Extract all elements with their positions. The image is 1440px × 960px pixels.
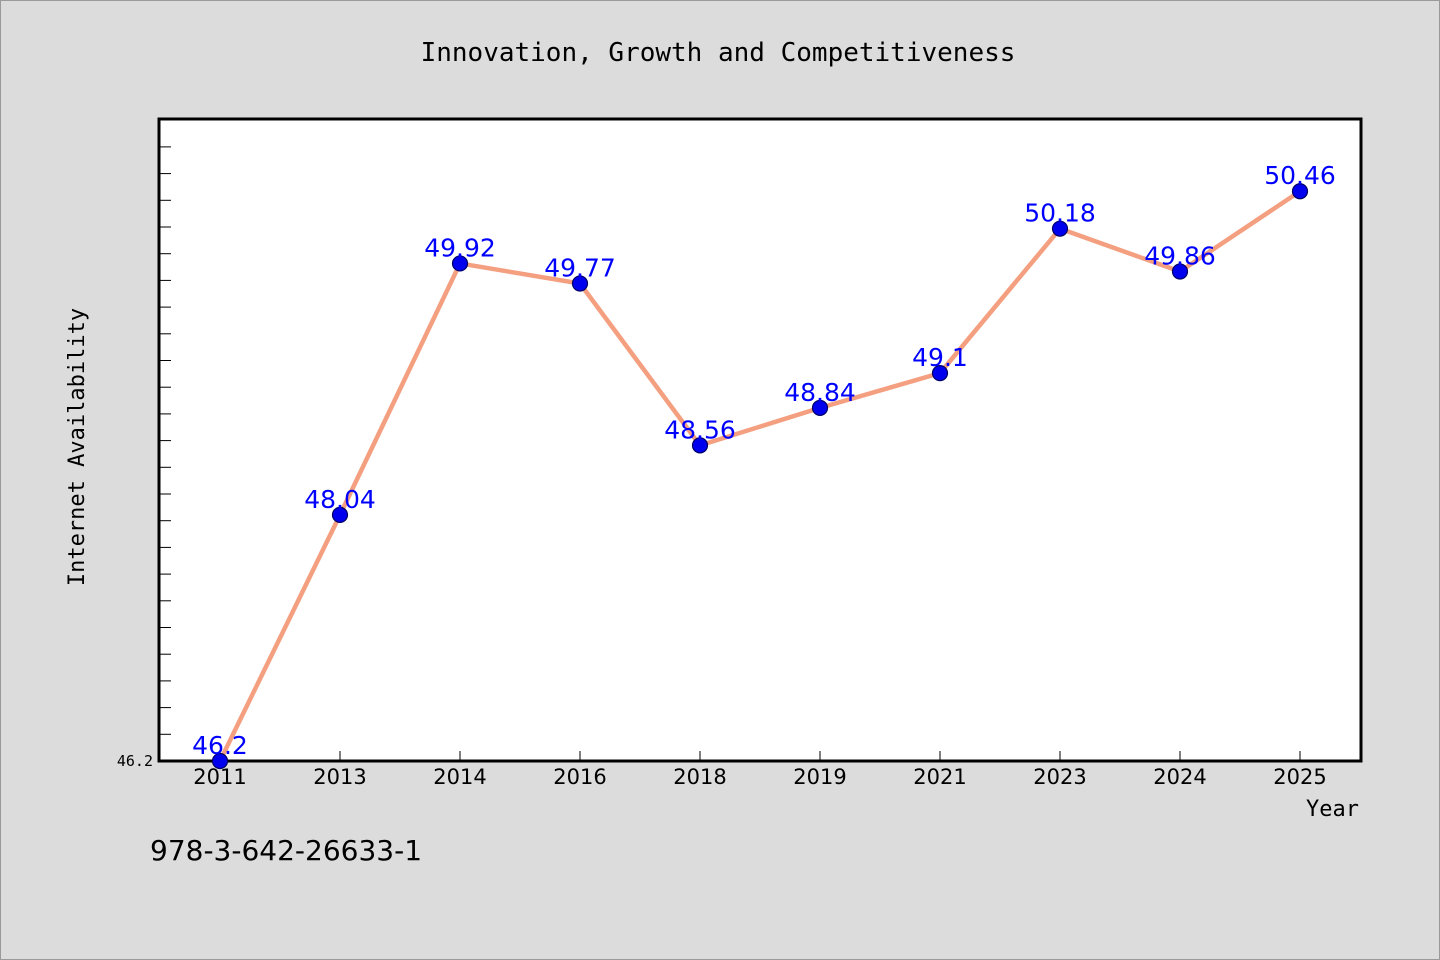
series-line-segment	[457, 261, 583, 286]
series-markers	[211, 183, 1309, 770]
data-point	[1171, 263, 1189, 280]
data-point	[331, 506, 349, 524]
y-axis-minor-ticks	[159, 146, 171, 735]
data-point	[691, 437, 709, 454]
data-labels: 46.2 48.04 49.92 49.77 48.56 48.84 49.1 50.18 49…	[192, 161, 1336, 760]
x-tick-label: 2018	[673, 765, 726, 789]
x-tick-label: 2019	[793, 765, 846, 789]
data-label: 49.77	[544, 254, 616, 283]
data-point	[1051, 220, 1069, 237]
data-point	[811, 399, 829, 416]
plot-area	[157, 117, 1363, 763]
y-tick-label: 46.2	[117, 752, 153, 770]
x-tick-label: 2025	[1273, 765, 1326, 789]
series-line-segment	[577, 281, 703, 448]
data-label: 46.2	[192, 731, 248, 760]
data-label: 48.84	[784, 378, 856, 407]
y-axis-title: Internet Availability	[65, 308, 90, 586]
isbn-text: 978-3-642-26633-1	[150, 834, 423, 867]
data-label: 48.56	[664, 415, 736, 444]
data-point	[451, 255, 469, 272]
x-tick-label: 2024	[1153, 765, 1206, 789]
series-line-segment	[1177, 188, 1303, 274]
series-line-segment	[217, 512, 343, 764]
x-axis-ticks: 2011 2013 2014 2016 2018 2019 2021 2023 2024 2025	[193, 751, 1327, 789]
data-point	[571, 275, 589, 292]
data-label: 50.18	[1024, 199, 1096, 228]
data-label: 49.92	[424, 233, 496, 262]
series-line-segment	[937, 226, 1063, 376]
series-lines	[217, 188, 1303, 764]
data-point	[931, 365, 949, 382]
x-tick-label: 2016	[553, 765, 606, 789]
data-label: 48.04	[304, 485, 376, 514]
x-tick-label: 2021	[913, 765, 966, 789]
data-label: 50.46	[1264, 161, 1336, 190]
series-line-segment	[697, 405, 823, 448]
series-line-segment	[337, 261, 463, 518]
y-axis-ticks: 46.2	[117, 752, 153, 770]
series-line-segment	[1057, 226, 1183, 274]
x-tick-label: 2013	[313, 765, 366, 789]
x-tick-label: 2014	[433, 765, 486, 789]
data-label: 49.1	[912, 343, 968, 372]
data-point	[1291, 183, 1309, 200]
x-tick-label: 2023	[1033, 765, 1086, 789]
data-label: 49.86	[1144, 241, 1216, 270]
data-point	[211, 752, 229, 770]
chart-title: Innovation, Growth and Competitiveness	[421, 38, 1016, 68]
x-axis-title: Year	[1306, 797, 1359, 822]
series-line-segment	[817, 370, 943, 411]
